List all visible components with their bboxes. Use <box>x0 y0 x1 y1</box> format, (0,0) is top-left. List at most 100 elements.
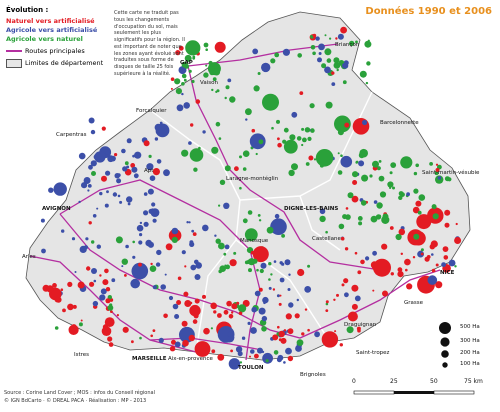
change-dot <box>203 72 209 78</box>
change-dot <box>147 241 154 248</box>
change-dot <box>281 234 285 238</box>
change-dot <box>181 320 188 327</box>
change-dot <box>102 279 109 286</box>
change-dot <box>205 64 208 67</box>
change-dot <box>360 200 367 206</box>
change-dot <box>107 295 113 300</box>
change-dot <box>279 261 283 265</box>
change-dot <box>365 256 370 261</box>
change-dot <box>229 259 237 267</box>
change-dot <box>205 48 208 51</box>
change-dot <box>228 358 241 370</box>
change-dot <box>277 142 282 148</box>
change-dot <box>239 186 242 190</box>
change-dot <box>352 180 358 185</box>
change-dot <box>242 167 247 171</box>
change-dot <box>189 241 195 247</box>
change-dot <box>236 301 240 305</box>
change-dot <box>92 214 97 218</box>
change-dot <box>138 240 143 245</box>
change-dot <box>189 148 204 162</box>
change-dot <box>276 357 282 363</box>
change-dot <box>99 294 106 301</box>
size-legend-circles <box>439 322 451 368</box>
change-dot <box>40 218 45 223</box>
change-dot <box>381 243 388 250</box>
change-dot <box>105 150 110 155</box>
change-dot <box>278 330 285 338</box>
change-dot <box>319 208 326 215</box>
change-dot <box>390 162 397 169</box>
change-dot <box>181 82 185 86</box>
change-dot <box>155 262 161 267</box>
change-dot <box>349 40 355 47</box>
change-dot <box>304 286 309 291</box>
change-dot <box>217 353 225 361</box>
change-dot <box>341 283 345 287</box>
change-dot <box>352 171 359 178</box>
change-dot <box>326 58 332 63</box>
change-dot <box>257 347 263 354</box>
change-dot <box>273 260 277 263</box>
change-dot <box>188 141 192 145</box>
change-dot <box>321 63 327 69</box>
change-dot <box>261 326 267 332</box>
limit-swatch <box>6 58 22 68</box>
change-dot <box>283 329 287 332</box>
change-dot <box>417 210 422 215</box>
change-dot <box>152 218 157 223</box>
change-dot <box>54 296 61 303</box>
change-dot <box>335 37 338 40</box>
change-dot <box>234 166 239 172</box>
change-dot <box>297 53 303 58</box>
change-dot <box>297 268 305 277</box>
change-dot <box>285 313 292 320</box>
change-dot <box>193 167 198 172</box>
change-dot <box>406 283 413 290</box>
change-dot <box>245 118 248 121</box>
change-dot <box>233 251 237 255</box>
change-dot <box>215 121 221 127</box>
change-dot <box>345 207 349 210</box>
change-dot <box>92 300 99 307</box>
city-label-arles: Arles <box>22 254 36 260</box>
change-dot <box>148 154 152 158</box>
change-dot <box>131 166 138 173</box>
change-dot <box>139 233 143 237</box>
change-dot <box>192 319 198 324</box>
change-dot <box>340 154 343 157</box>
change-dot <box>104 203 109 208</box>
size-legend-100: 100 Ha <box>460 361 480 367</box>
change-dot <box>376 166 381 171</box>
city-label-toulon: TOULON <box>238 365 264 371</box>
change-dot <box>214 41 226 53</box>
change-dot <box>155 123 170 138</box>
change-dot <box>302 137 307 143</box>
change-dot <box>174 341 181 348</box>
change-dot <box>181 73 187 79</box>
change-dot <box>68 324 79 335</box>
change-dot <box>239 361 243 364</box>
change-dot <box>218 137 222 140</box>
change-dot <box>334 330 337 333</box>
change-dot <box>215 238 221 244</box>
change-dot <box>214 234 217 237</box>
size-legend-200: 200 Ha <box>460 350 480 356</box>
change-dot <box>324 66 331 74</box>
change-dot <box>78 152 86 160</box>
change-dot <box>304 308 308 311</box>
change-dot <box>324 34 327 37</box>
change-dot <box>354 295 361 302</box>
change-dot <box>268 286 272 290</box>
change-dot <box>365 81 369 85</box>
change-dot <box>143 192 148 196</box>
change-dot <box>190 264 197 271</box>
change-dot <box>312 33 317 38</box>
change-dot <box>415 200 422 207</box>
change-dot <box>274 213 280 219</box>
change-dot <box>378 175 385 182</box>
change-dot <box>104 324 107 327</box>
change-dot <box>287 288 291 291</box>
change-dot <box>249 133 266 150</box>
change-dot <box>261 315 268 322</box>
